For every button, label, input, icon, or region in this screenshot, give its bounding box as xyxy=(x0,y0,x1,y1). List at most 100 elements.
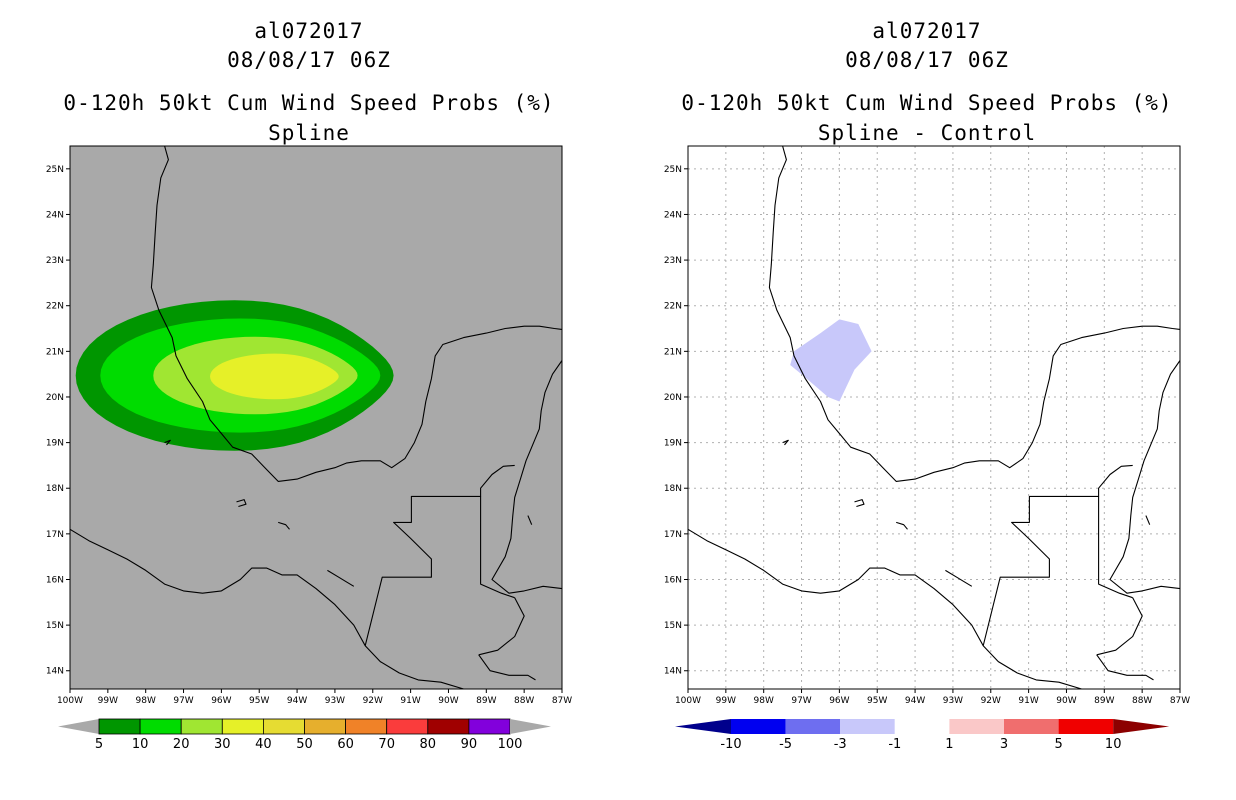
colorbar-cell xyxy=(1004,719,1059,734)
colorbar-label: 20 xyxy=(173,737,190,752)
lon-tick-label: 92W xyxy=(981,696,1001,706)
colorbar-under-triangle xyxy=(675,719,731,734)
lon-tick-label: 87W xyxy=(552,696,572,706)
lat-tick-label: 15N xyxy=(46,621,64,631)
title-method: Spline - Control xyxy=(817,121,1037,145)
lon-tick-label: 98W xyxy=(136,696,156,706)
colorbar-over-triangle xyxy=(1113,719,1170,734)
honduras-border-north xyxy=(1096,597,1143,656)
colorbar-cell xyxy=(345,718,388,735)
colorbar-label: 10 xyxy=(1105,737,1122,752)
lat-tick-label: 21N xyxy=(46,347,64,357)
colorbar-cell xyxy=(262,718,305,735)
lat-tick-label: 23N xyxy=(46,256,64,266)
colorbar-over-triangle xyxy=(510,719,551,734)
lat-tick-label: 16N xyxy=(664,575,682,585)
colorbar-cell xyxy=(949,719,1004,734)
map-spline-control: 25N 24N 23N 22N 21N 20N 19N 18N 17N 16N 15N 14N 100W… xyxy=(664,145,1190,752)
lon-tick-label: 99W xyxy=(716,696,736,706)
lon-tick-label: 96W xyxy=(211,696,231,706)
colorbar-label: 100 xyxy=(498,737,523,752)
island-outline xyxy=(527,515,533,525)
title-product: 0-120h 50kt Cum Wind Speed Probs (%) xyxy=(681,91,1173,115)
gulf-coastline xyxy=(150,145,563,482)
title-product: 0-120h 50kt Cum Wind Speed Probs (%) xyxy=(63,91,555,115)
guatemala-border xyxy=(364,495,515,646)
lon-tick-label: 98W xyxy=(754,696,774,706)
colorbar-label: 80 xyxy=(420,737,437,752)
map-frame xyxy=(687,145,1181,690)
lat-tick-label: 21N xyxy=(664,347,682,357)
yucatan-east-coastline xyxy=(1109,360,1181,594)
probability-bands xyxy=(75,300,394,451)
lat-tick-label: 20N xyxy=(664,393,682,403)
belize-border xyxy=(480,464,515,497)
probability-band-30 xyxy=(210,353,339,400)
colorbar-cell xyxy=(98,718,141,735)
island-outline xyxy=(327,569,355,587)
lon-tick-label: 97W xyxy=(791,696,811,706)
colorbar-cell xyxy=(785,719,841,734)
colorbar-cell xyxy=(386,718,429,735)
colorbar-label: 3 xyxy=(1000,737,1008,752)
lon-tick-label: 87W xyxy=(1170,696,1190,706)
colorbar-under-triangle xyxy=(58,719,99,734)
title-method: Spline xyxy=(268,121,350,145)
lat-tick-label: 24N xyxy=(664,210,682,220)
coastlines-group xyxy=(69,145,563,690)
lon-tick-label: 91W xyxy=(400,696,420,706)
lat-tick-label: 14N xyxy=(46,667,64,677)
difference-region-minus-3 xyxy=(790,319,872,402)
colorbar-cell xyxy=(304,718,346,735)
title-storm-id: al072017 xyxy=(254,19,364,43)
lon-tick-label: 89W xyxy=(1094,696,1114,706)
belize-border xyxy=(1098,464,1133,497)
lat-tick-label: 17N xyxy=(46,530,64,540)
colorbar-label: 5 xyxy=(95,737,103,752)
lat-tick-label: 18N xyxy=(664,484,682,494)
pacific-coastline xyxy=(69,528,464,690)
coastlines-group xyxy=(687,145,1181,690)
lat-tick-label: 25N xyxy=(46,165,64,175)
lat-tick-label: 23N xyxy=(664,256,682,266)
colorbar-label: -5 xyxy=(779,737,792,752)
colorbar-cell xyxy=(840,719,895,734)
lat-tick-label: 19N xyxy=(664,439,682,449)
lat-tick-label: 18N xyxy=(46,484,64,494)
colorbar-label: 40 xyxy=(255,737,272,752)
colorbar-label: 50 xyxy=(296,737,313,752)
lon-tick-label: 96W xyxy=(829,696,849,706)
colorbar-cell xyxy=(1058,719,1114,734)
map-background xyxy=(688,146,1180,689)
colorbar-label: 90 xyxy=(461,737,478,752)
honduras-border xyxy=(1096,654,1154,681)
lat-tick-label: 15N xyxy=(664,621,682,631)
lon-tick-label: 95W xyxy=(249,696,269,706)
title-storm-id: al072017 xyxy=(872,19,982,43)
island-outline xyxy=(236,499,247,508)
colorbar-cell xyxy=(468,718,511,735)
colorbar-label: -10 xyxy=(720,737,741,752)
lat-tick-label: 22N xyxy=(664,302,682,312)
island-outline xyxy=(782,439,789,446)
lat-tick-label: 17N xyxy=(664,530,682,540)
colorbar-cell xyxy=(139,718,182,735)
lon-tick-label: 90W xyxy=(1056,696,1076,706)
lat-tick-label: 25N xyxy=(664,165,682,175)
lon-tick-label: 95W xyxy=(867,696,887,706)
honduras-border xyxy=(478,654,536,681)
lat-tick-label: 20N xyxy=(46,393,64,403)
island-outline xyxy=(164,439,171,446)
lon-tick-label: 94W xyxy=(287,696,307,706)
island-outline xyxy=(896,521,908,530)
lat-tick-label: 19N xyxy=(46,439,64,449)
panel-spline: al072017 08/08/17 06Z 0-120h 50kt Cum Wi… xyxy=(46,19,572,752)
lat-tick-label: 14N xyxy=(664,667,682,677)
colorbar-label: 60 xyxy=(337,737,354,752)
colorbar-label: -3 xyxy=(834,737,847,752)
colorbar-label: -1 xyxy=(888,737,901,752)
colorbar-label: 10 xyxy=(132,737,149,752)
colorbar-cell xyxy=(427,718,470,735)
lon-tick-label: 90W xyxy=(438,696,458,706)
colorbar: -10 -5 -3 -1 1 3 5 10 xyxy=(675,719,1170,752)
